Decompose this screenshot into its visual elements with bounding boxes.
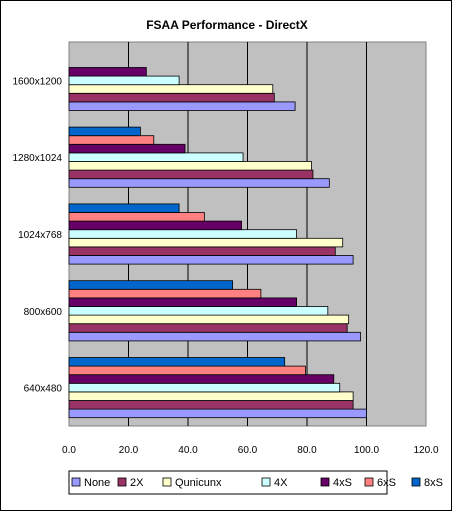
y-axis-labels: 640x480 800x600 1024x768 1280x1024 1600x1200 xyxy=(13,76,63,394)
y-tick-label: 1280x1024 xyxy=(13,153,63,164)
bar xyxy=(68,255,354,265)
legend-box xyxy=(68,470,388,495)
legend-swatch xyxy=(411,477,421,487)
bar xyxy=(68,212,205,222)
x-tick-label: 40.0 xyxy=(178,445,198,456)
x-tick-label: 20.0 xyxy=(119,445,139,456)
bar xyxy=(68,84,274,94)
legend-label: Qunicunx xyxy=(175,477,222,489)
bar xyxy=(68,101,296,111)
bar xyxy=(68,67,147,77)
legend-swatch xyxy=(320,477,330,487)
legend-swatch xyxy=(364,477,374,487)
legend-label: 6xS xyxy=(377,477,396,489)
bar xyxy=(68,331,361,342)
x-tick-label: 80.0 xyxy=(297,445,317,456)
x-tick-label: 100.0 xyxy=(354,445,379,456)
bar xyxy=(68,143,186,154)
legend-label: 8xS xyxy=(424,477,443,489)
bar xyxy=(68,288,262,299)
y-tick-label: 640x480 xyxy=(24,384,63,395)
bar xyxy=(68,246,336,256)
bar xyxy=(68,280,234,290)
bar xyxy=(68,391,354,401)
legend-swatch xyxy=(71,477,81,487)
bar xyxy=(68,229,297,239)
bar xyxy=(68,203,180,213)
bar xyxy=(68,126,141,137)
bar xyxy=(68,237,344,248)
legend-label: 4xS xyxy=(333,477,352,489)
y-tick-label: 1600x1200 xyxy=(13,76,63,87)
legend-label: 4X xyxy=(274,477,288,489)
x-axis-labels: 0.0 20.0 40.0 60.0 80.0 100.0 120.0 xyxy=(62,445,439,456)
legend-label: 2X xyxy=(130,477,144,489)
bar xyxy=(68,220,242,231)
x-tick-label: 0.0 xyxy=(62,445,76,456)
y-tick-label: 1024x768 xyxy=(18,230,62,241)
bar xyxy=(68,75,180,86)
bar xyxy=(68,306,329,316)
bar xyxy=(68,135,155,145)
chart-title: FSAA Performance - DirectX xyxy=(146,18,308,32)
y-tick-label: 800x600 xyxy=(24,307,63,318)
legend-swatch xyxy=(261,477,271,487)
bar xyxy=(68,408,367,419)
bar xyxy=(68,178,330,188)
bar xyxy=(68,382,341,393)
bar xyxy=(68,400,354,410)
legend-swatch xyxy=(162,477,172,487)
legend: None 2X Qunicunx 4X 4xS 6xS 8xS xyxy=(68,470,443,495)
bars xyxy=(68,67,367,419)
x-tick-label: 120.0 xyxy=(413,445,438,456)
x-tick-label: 60.0 xyxy=(238,445,258,456)
bar xyxy=(68,314,350,325)
bar xyxy=(68,152,244,162)
bar xyxy=(68,169,314,180)
bar xyxy=(68,161,312,171)
bar xyxy=(68,92,275,103)
bar xyxy=(68,365,306,376)
bar xyxy=(68,323,348,333)
bar xyxy=(68,297,297,307)
legend-label: None xyxy=(84,477,110,489)
bar xyxy=(68,357,286,367)
legend-swatch xyxy=(117,477,127,487)
bar xyxy=(68,374,335,384)
